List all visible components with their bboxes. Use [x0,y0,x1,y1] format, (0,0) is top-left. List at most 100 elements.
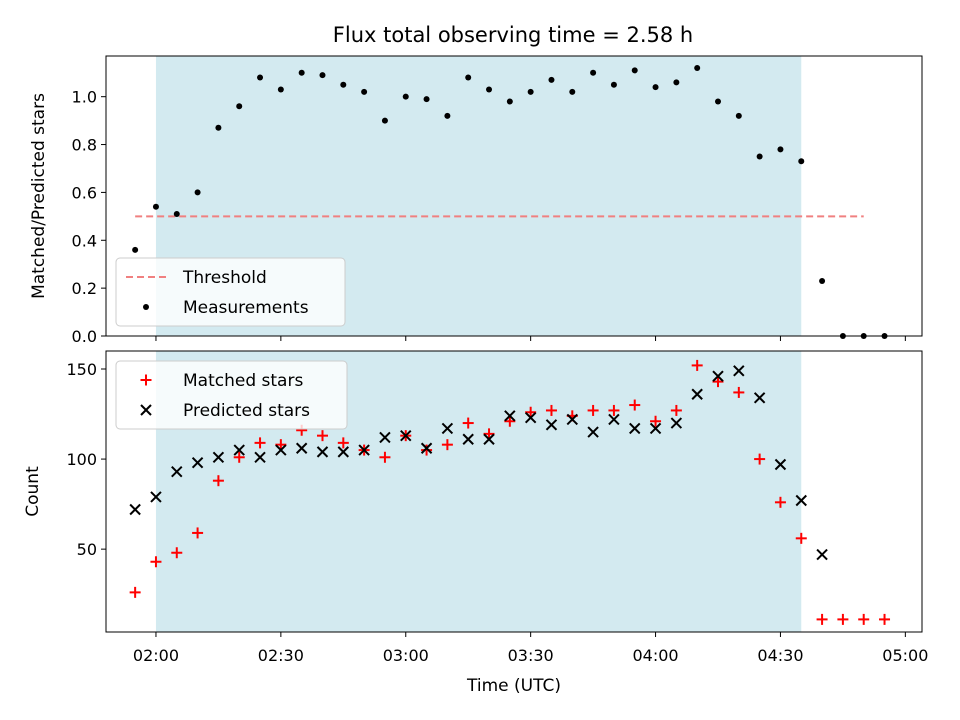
panel-ratio: 0.0 0.2 0.4 0.6 0.8 1.0 Matched/Predicted sta… [29,55,923,346]
marker-measurements-1 [152,203,159,210]
marker-predicted-stars-15 [441,422,454,435]
marker-matched-stars-15 [441,439,453,451]
marker-matched-stars-25 [650,415,662,427]
marker-matched-stars-35 [858,613,870,625]
marker-predicted-stars-3 [191,456,204,469]
marker-predicted-stars-9 [316,446,329,458]
marker-measurements-21 [569,88,576,95]
marker-predicted-stars-14 [420,442,433,454]
marker-measurements-11 [361,88,368,95]
marker-predicted-stars-28 [712,370,724,382]
chart-title: Flux total observing time = 2.58 h [333,23,693,47]
marker-measurements-14 [423,96,430,103]
y-axis-label-count: Count [23,466,43,517]
marker-matched-stars-12 [379,451,391,463]
marker-matched-stars-33 [816,613,828,625]
marker-matched-stars-34 [837,613,849,625]
x-tick-label: 04:30 [757,646,803,665]
marker-matched-stars-2 [171,547,183,559]
marker-matched-stars-5 [233,451,245,463]
marker-measurements-6 [257,74,264,81]
marker-predicted-stars-30 [753,392,766,404]
marker-predicted-stars-4 [212,451,225,463]
marker-predicted-stars-25 [649,422,662,435]
marker-measurements-28 [715,98,721,105]
marker-predicted-stars-24 [629,422,641,435]
marker-measurements-26 [673,79,680,86]
x-tick-label: 04:00 [632,646,678,665]
marker-measurements-32 [798,158,805,165]
marker-matched-stars-23 [608,404,620,416]
marker-matched-stars-29 [733,386,745,398]
legend-label: Matched stars [183,371,303,391]
marker-predicted-stars-7 [275,444,287,456]
marker-measurements-18 [506,98,513,105]
marker-matched-stars-6 [254,437,266,449]
marker-matched-stars-28 [712,376,724,388]
marker-predicted-stars-1 [150,491,162,503]
legend-count: Matched stars Predicted stars [115,360,348,430]
marker-predicted-stars-2 [171,465,183,478]
marker-matched-stars-0 [129,586,141,598]
marker-matched-stars-20 [545,404,557,416]
marker-matched-stars-26 [670,404,682,416]
marker-matched-stars-18 [504,415,516,427]
y-tick-label: 0.4 [72,231,97,250]
marker-measurements-15 [444,112,451,119]
marker-predicted-stars-12 [379,431,391,444]
marker-measurements-27 [694,64,701,71]
marker-measurements-9 [319,72,326,79]
x-tick-label: 02:30 [258,646,304,665]
marker-measurements-29 [735,112,742,119]
marker-predicted-stars-31 [774,458,787,471]
y-tick-label: 150 [66,360,97,379]
marker-matched-stars-24 [629,399,641,411]
marker-measurements-30 [756,153,763,160]
x-tick-label: 02:00 [133,646,179,665]
marker-predicted-stars-19 [524,411,537,424]
marker-matched-stars-1 [150,556,162,568]
marker-measurements-10 [340,81,347,88]
marker-matched-stars-30 [754,453,766,465]
marker-matched-stars-10 [337,437,349,449]
marker-measurements-8 [298,69,305,76]
marker-matched-stars-16 [462,417,474,429]
legend-predicted-stars-swatch [140,404,152,416]
marker-predicted-stars-17 [483,433,495,445]
marker-matched-stars-17 [483,428,495,440]
legend-matched-stars-swatch [140,374,152,386]
marker-measurements-19 [527,88,534,95]
marker-measurements-24 [631,67,638,74]
marker-predicted-stars-29 [733,365,745,377]
y-tick-label: 0.6 [72,183,97,202]
axes-frame-top [105,55,923,337]
axes-frame-bottom [105,350,923,633]
marker-measurements-7 [277,86,284,93]
marker-predicted-stars-21 [566,413,578,426]
marker-predicted-stars-5 [233,444,245,456]
marker-measurements-13 [402,93,409,100]
marker-measurements-25 [652,84,659,91]
marker-measurements-12 [381,117,388,124]
marker-predicted-stars-33 [816,548,828,561]
y-tick-label: 50 [77,540,97,559]
marker-predicted-stars-16 [462,433,474,445]
marker-predicted-stars-27 [691,388,703,400]
y-tick-label: 1.0 [72,88,97,107]
y-axis-label-ratio: Matched/Predicted stars [29,93,49,299]
x-axis-label: Time (UTC) [466,676,561,696]
marker-matched-stars-4 [212,475,224,487]
marker-measurements-23 [610,81,617,88]
marker-predicted-stars-26 [670,417,683,429]
legend-label: Threshold [182,268,267,288]
marker-predicted-stars-6 [254,451,266,463]
marker-measurements-0 [132,246,139,253]
marker-measurements-33 [819,277,826,284]
legend-box [115,257,346,327]
marker-measurements-5 [236,103,243,110]
marker-predicted-stars-8 [295,442,308,454]
x-tick-label: 03:30 [508,646,554,665]
marker-predicted-stars-13 [400,429,412,442]
marker-measurements-31 [777,146,784,153]
marker-matched-stars-7 [275,439,287,451]
